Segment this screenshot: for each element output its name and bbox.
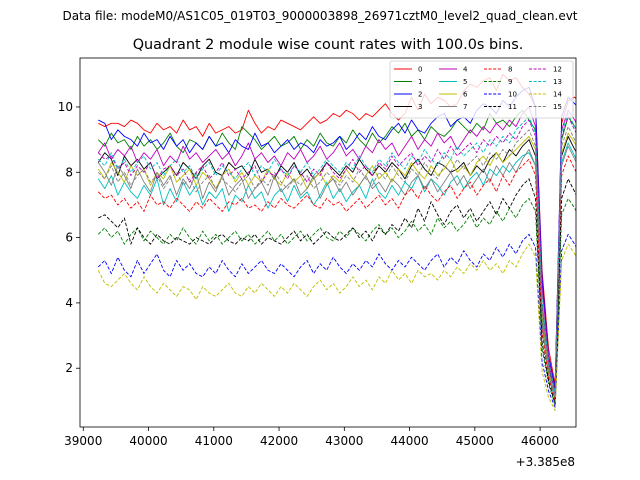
series-line-2 — [98, 86, 576, 389]
legend-label-10: 10 — [508, 91, 517, 99]
x-tick-label: 45000 — [456, 434, 494, 448]
legend-label-1: 1 — [418, 78, 422, 86]
legend-label-2: 2 — [418, 91, 422, 99]
legend-label-6: 6 — [463, 91, 468, 99]
series-line-14 — [97, 243, 576, 412]
legend-frame — [389, 60, 574, 119]
chart-title: Quadrant 2 module wise count rates with … — [133, 37, 524, 53]
legend-label-5: 5 — [463, 78, 467, 86]
legend-label-14: 14 — [553, 91, 562, 99]
series-line-7 — [97, 145, 576, 399]
legend-label-8: 8 — [508, 66, 512, 74]
series-line-9 — [97, 197, 576, 405]
legend-label-9: 9 — [508, 78, 512, 86]
series-line-12 — [97, 116, 576, 395]
x-tick-label: 46000 — [521, 434, 559, 448]
plot-area — [79, 57, 577, 428]
legend-label-3: 3 — [418, 103, 422, 111]
x-axis: 39000 40000 41000 42000 43000 44000 45000 46000 — [64, 427, 559, 448]
y-tick-label: 2 — [65, 361, 73, 375]
x-tick-label: 44000 — [390, 434, 428, 448]
legend-label-11: 11 — [508, 103, 517, 111]
x-tick-label: 42000 — [260, 434, 298, 448]
legend-label-15: 15 — [553, 103, 562, 111]
y-tick-label: 10 — [58, 100, 73, 114]
series-line-5 — [97, 142, 576, 402]
series-line-11 — [98, 178, 576, 405]
x-offset-label: +3.385e8 — [516, 455, 575, 469]
series-line-10 — [97, 233, 576, 408]
y-tick-label: 4 — [65, 296, 73, 310]
x-tick-label: 41000 — [195, 434, 233, 448]
y-tick-label: 6 — [65, 231, 73, 245]
series-line-8 — [97, 155, 576, 402]
series-line-4 — [97, 106, 576, 395]
legend-label-12: 12 — [553, 66, 562, 74]
figure-suptitle: Data file: modeM0/AS1C05_019T03_90000038… — [62, 9, 577, 23]
y-axis: 2 4 6 8 10 — [58, 100, 80, 375]
y-tick-label: 8 — [65, 165, 73, 179]
x-tick-label: 40000 — [129, 434, 167, 448]
x-tick-label: 39000 — [64, 434, 102, 448]
series-line-6 — [97, 132, 576, 399]
legend-label-13: 13 — [553, 78, 562, 86]
legend-label-4: 4 — [463, 66, 468, 74]
legend-label-7: 7 — [463, 103, 467, 111]
series-layer — [97, 73, 576, 412]
x-tick-label: 43000 — [325, 434, 363, 448]
legend-label-0: 0 — [418, 66, 422, 74]
axes-frame — [79, 57, 577, 428]
